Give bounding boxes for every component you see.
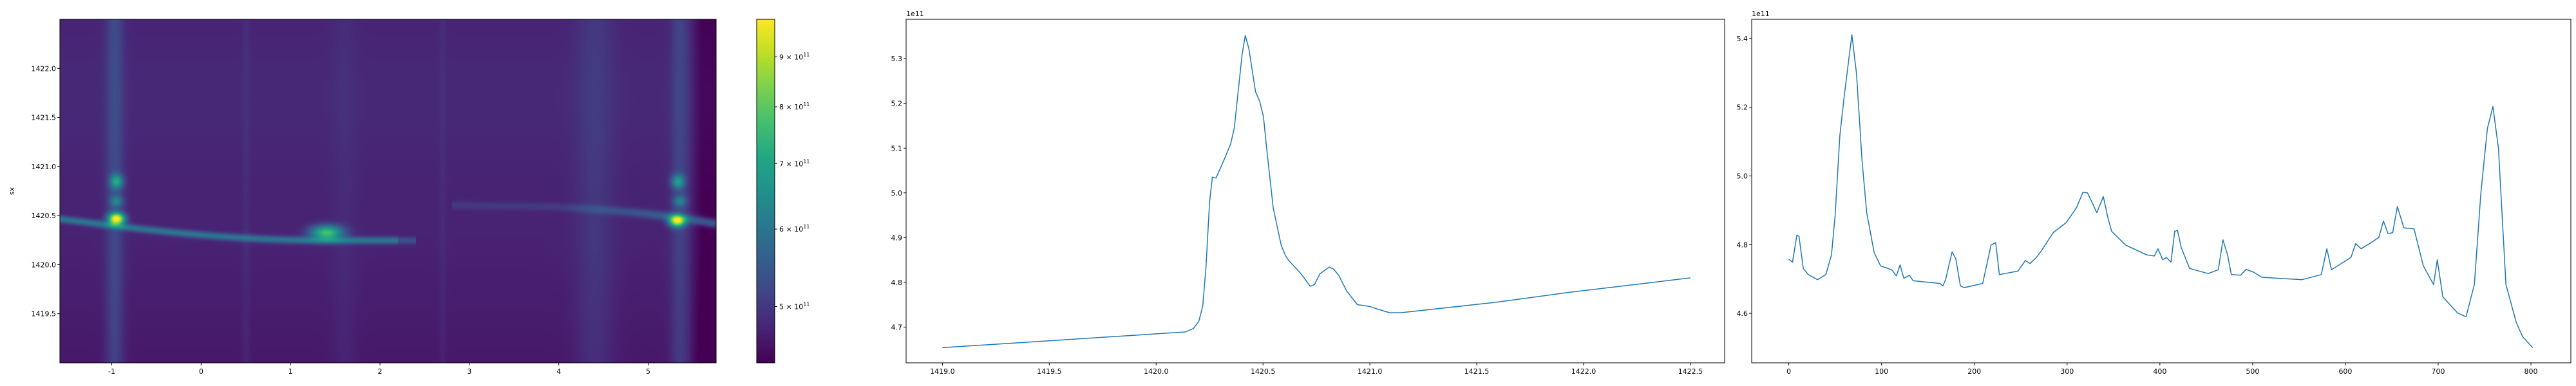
x-tick-label: 700 — [2432, 367, 2445, 376]
x-tick-label: 1419.0 — [930, 367, 955, 376]
x-tick-label: 3 — [467, 367, 471, 376]
series-line-2 — [1788, 34, 2533, 349]
x-tick-label: 1422.5 — [1678, 367, 1703, 376]
y-tick-label: 1421.5 — [32, 114, 57, 122]
colorbar-tick-label: 5 × 1011 — [779, 302, 810, 311]
y-tick-label: 1420.5 — [32, 212, 57, 220]
y-axis-label: sx — [8, 187, 16, 195]
colorbar-frame — [756, 19, 775, 363]
x-tick-label: 0 — [1786, 367, 1791, 376]
colorbar-gradient — [757, 19, 775, 363]
y-tick-label: 4.8 — [1737, 241, 1748, 249]
plot-frame-2 — [1751, 19, 2571, 363]
x-tick-label: 1419.5 — [1037, 367, 1062, 376]
y-offset-text: 1e11 — [1752, 10, 1770, 18]
x-tick-label: 600 — [2338, 367, 2352, 376]
y-tick-label: 1419.5 — [32, 310, 57, 318]
x-tick-label: 5 — [646, 367, 650, 376]
y-tick-label: 5.2 — [891, 100, 903, 108]
x-tick-label: 1421.5 — [1464, 367, 1490, 376]
x-tick-label: 100 — [1875, 367, 1888, 376]
y-tick-label: 5.4 — [1737, 35, 1748, 43]
y-tick-label: 5.0 — [1737, 172, 1748, 181]
colorbar-tick-label: 7 × 1011 — [779, 158, 810, 168]
y-tick-label: 1420.0 — [32, 261, 57, 269]
colorbar-tick-label: 6 × 1011 — [779, 224, 810, 234]
y-tick-label: 5.1 — [891, 144, 903, 152]
x-tick-label: 4 — [556, 367, 561, 376]
y-tick-label: 4.7 — [891, 323, 903, 331]
x-tick-label: 0 — [199, 367, 204, 376]
y-tick-label: 5.2 — [1737, 104, 1748, 112]
x-tick-label: 2 — [378, 367, 383, 376]
x-tick-label: 200 — [1967, 367, 1981, 376]
y-tick-label: 1422.0 — [32, 64, 57, 73]
x-tick-label: 1420.0 — [1144, 367, 1169, 376]
x-tick-label: 800 — [2524, 367, 2538, 376]
x-tick-label: -1 — [108, 367, 115, 376]
heatmap-frame — [59, 19, 717, 363]
x-tick-label: 1422.0 — [1571, 367, 1596, 376]
series-line-1 — [942, 35, 1690, 349]
heatmap-image — [60, 19, 716, 363]
y-tick-label: 1421.0 — [32, 163, 57, 171]
y-tick-label: 4.6 — [1737, 309, 1748, 318]
y-tick-label: 5.3 — [891, 55, 903, 63]
x-tick-label: 1421.0 — [1358, 367, 1383, 376]
x-tick-label: 500 — [2246, 367, 2259, 376]
y-tick-label: 5.0 — [891, 189, 903, 198]
colorbar-tick-label: 9 × 1011 — [779, 51, 810, 61]
x-tick-label: 1 — [289, 367, 293, 376]
y-tick-label: 4.8 — [891, 279, 903, 287]
y-tick-label: 4.9 — [891, 234, 903, 242]
colorbar-tick-label: 8 × 1011 — [779, 102, 810, 111]
plot-frame-1 — [905, 19, 1725, 363]
x-tick-label: 300 — [2060, 367, 2074, 376]
x-tick-label: 400 — [2153, 367, 2166, 376]
y-offset-text: 1e11 — [906, 10, 924, 18]
x-tick-label: 1420.5 — [1251, 367, 1276, 376]
